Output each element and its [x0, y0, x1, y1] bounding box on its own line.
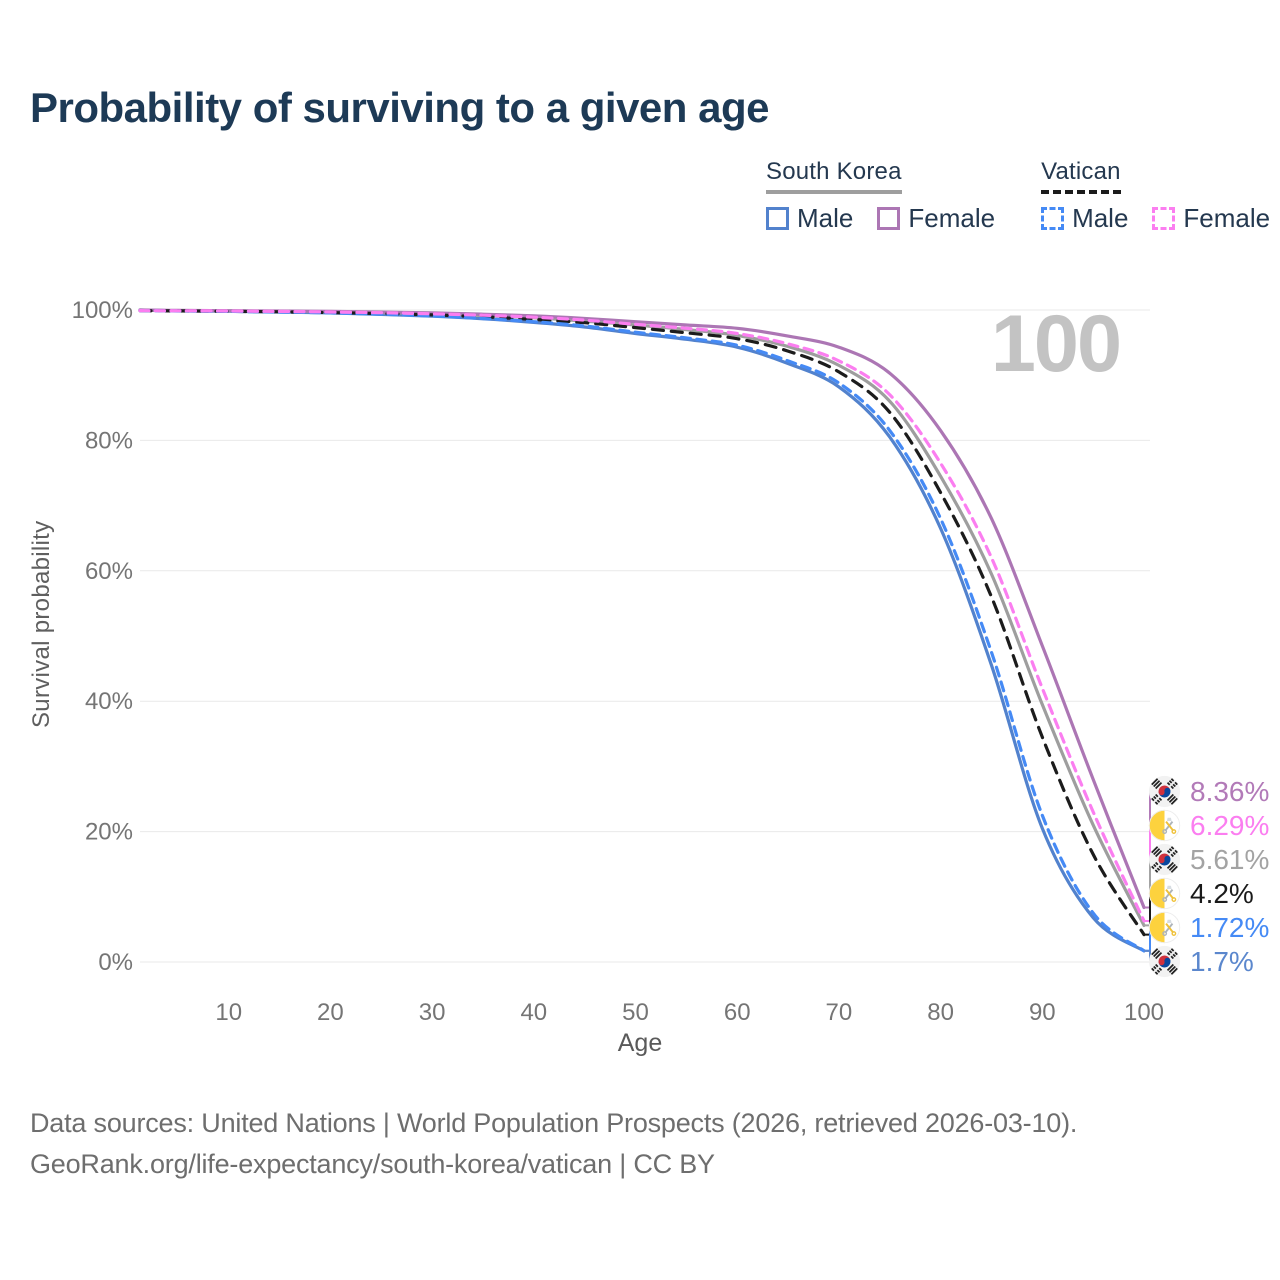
end-label-row-kr-female: 8.36% [1148, 775, 1269, 808]
line-swatch-solid-purple-icon [877, 207, 901, 230]
survival-curve-va-total [138, 309, 1146, 937]
footer-attribution: GeoRank.org/life-expectancy/south-korea/… [30, 1149, 715, 1179]
x-tick-label: 30 [419, 999, 446, 1026]
end-label-row-kr-total: 5.61% [1148, 843, 1269, 876]
chart-title: Probability of surviving to a given age [30, 84, 769, 131]
legend: South Korea Male Female Vatican Male Fem… [766, 158, 1270, 234]
end-label-value: 1.72% [1190, 911, 1270, 943]
survival-curve-kr-female [138, 308, 1146, 910]
line-swatch-dashed-pink-icon [1152, 207, 1176, 230]
y-tick-label: 0% [98, 949, 133, 976]
end-label-row-va-female: 6.29% [1148, 809, 1269, 842]
y-tick-label: 20% [85, 819, 133, 846]
survival-curve-kr-total [138, 308, 1146, 927]
x-tick-label: 60 [724, 999, 751, 1026]
y-tick-label: 40% [85, 688, 133, 715]
line-swatch-dashed-blue-icon [1041, 207, 1065, 230]
legend-group-title-south-korea: South Korea [766, 158, 902, 194]
vatican-flag-icon [1148, 911, 1181, 944]
legend-group-vatican: Vatican Male Female [1041, 158, 1270, 234]
south-korea-flag-icon [1148, 843, 1181, 876]
legend-group-south-korea: South Korea Male Female [766, 158, 995, 234]
footer: Data sources: United Nations | World Pop… [30, 1103, 1077, 1185]
legend-group-title-vatican: Vatican [1041, 158, 1121, 194]
legend-item-vatican-male[interactable]: Male [1041, 203, 1128, 234]
x-axis-title: Age [618, 1029, 662, 1057]
y-tick-label: 80% [85, 427, 133, 454]
south-korea-flag-icon [1148, 775, 1181, 808]
legend-item-south-korea-female[interactable]: Female [877, 203, 995, 234]
legend-items-south-korea: Male Female [766, 203, 995, 234]
end-label-value: 5.61% [1190, 843, 1270, 875]
end-label-value: 8.36% [1190, 775, 1270, 807]
survival-curve-va-male [138, 309, 1146, 953]
legend-item-label: Female [1183, 203, 1271, 233]
footer-data-sources: Data sources: United Nations | World Pop… [30, 1108, 1078, 1138]
x-tick-label: 20 [317, 999, 344, 1026]
vatican-flag-icon [1148, 877, 1181, 910]
age-watermark: 100 [991, 299, 1120, 389]
x-tick-label: 10 [215, 999, 242, 1026]
survival-curve-va-female [138, 309, 1146, 923]
x-tick-label: 40 [520, 999, 547, 1026]
y-tick-label: 100% [72, 297, 133, 324]
legend-items-vatican: Male Female [1041, 203, 1270, 234]
end-label-value: 4.2% [1190, 877, 1254, 909]
legend-item-label: Male [797, 203, 854, 233]
legend-item-vatican-female[interactable]: Female [1152, 203, 1270, 234]
x-tick-label: 70 [826, 999, 853, 1026]
south-korea-flag-icon [1148, 945, 1181, 978]
end-label-value: 1.7% [1190, 945, 1254, 977]
x-tick-label: 100 [1124, 999, 1164, 1026]
x-tick-label: 80 [927, 999, 954, 1026]
line-swatch-solid-blue-icon [766, 207, 789, 230]
legend-item-south-korea-male[interactable]: Male [766, 203, 853, 234]
y-tick-label: 60% [85, 558, 133, 585]
end-label-value: 6.29% [1190, 809, 1270, 841]
end-label-row-kr-male: 1.7% [1148, 945, 1254, 978]
end-label-row-va-male: 1.72% [1148, 911, 1269, 944]
legend-item-label: Female [908, 203, 996, 233]
x-tick-label: 50 [622, 999, 649, 1026]
vatican-flag-icon [1148, 809, 1181, 842]
legend-item-label: Male [1072, 203, 1129, 233]
end-label-row-va-total: 4.2% [1148, 877, 1254, 910]
survival-curve-kr-male [138, 308, 1146, 953]
x-tick-label: 90 [1029, 999, 1056, 1026]
